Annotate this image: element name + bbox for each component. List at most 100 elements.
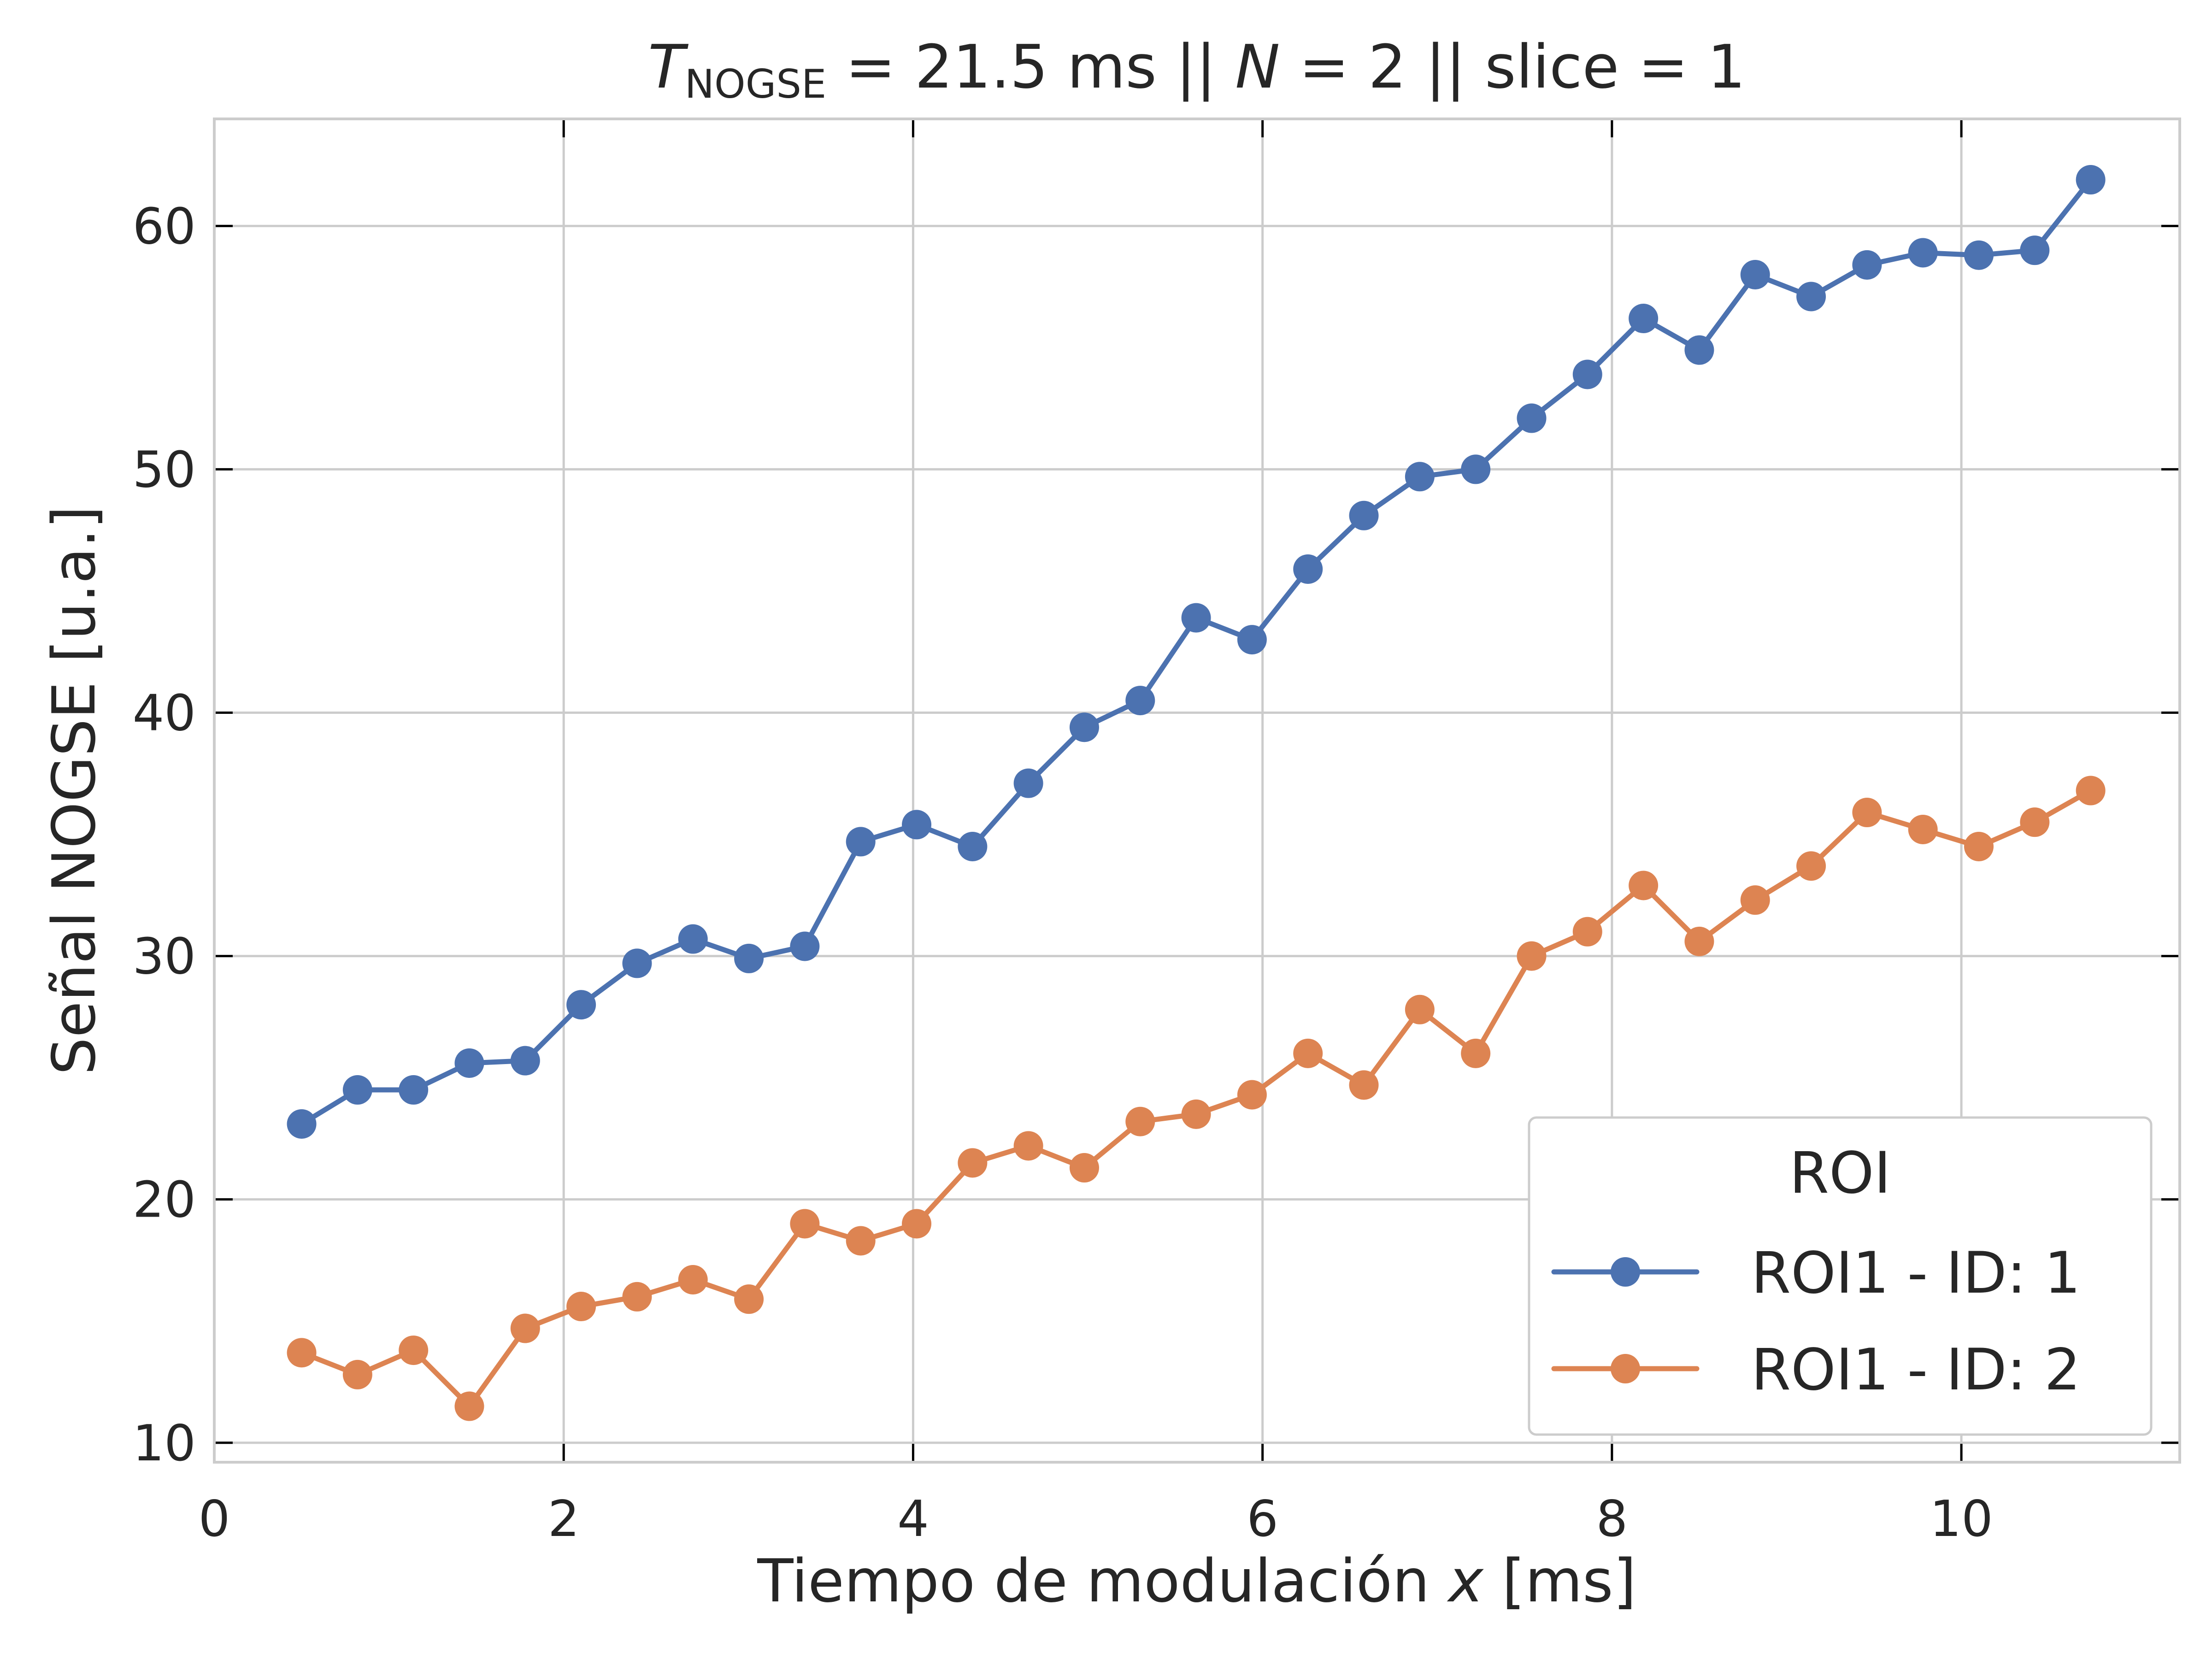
- series-1-point: [1461, 454, 1491, 484]
- series-1-point: [2076, 165, 2106, 195]
- series-2-point: [1237, 1080, 1267, 1110]
- series-1-point: [399, 1075, 429, 1105]
- series-2-point: [734, 1284, 764, 1314]
- series-1-point: [1349, 500, 1379, 530]
- legend-entry-2: ROI1 - ID: 2: [1551, 1337, 2081, 1403]
- y-tick-label: 50: [133, 441, 196, 499]
- x-tick-label: 6: [1247, 1490, 1278, 1548]
- series-1-point: [958, 831, 988, 861]
- series-2-point: [2076, 776, 2106, 806]
- series-2-point: [1796, 851, 1826, 881]
- title-t-subscript: NOGSE: [685, 61, 827, 107]
- series-1-point: [287, 1109, 317, 1139]
- series-2-point: [1405, 994, 1435, 1024]
- series-2-point: [902, 1209, 932, 1239]
- series-2-point: [566, 1292, 596, 1322]
- series-2-point: [1852, 798, 1882, 828]
- series-1-point: [902, 810, 932, 840]
- legend-marker-roi1-id2: [1611, 1354, 1640, 1383]
- x-tick-label: 0: [199, 1490, 230, 1548]
- series-1-point: [1852, 250, 1882, 280]
- series-2-point: [1461, 1038, 1491, 1068]
- series-2-point: [1181, 1099, 1211, 1129]
- series-1-point: [790, 931, 820, 961]
- series-2-point: [1572, 917, 1602, 947]
- y-axis-label: Señal NOGSE [u.a.]: [40, 506, 109, 1075]
- series-2-point: [1293, 1038, 1323, 1068]
- series-2-point: [1125, 1106, 1155, 1136]
- x-axis-label-unit: [ms]: [1483, 1547, 1636, 1616]
- legend-marker-roi1-id1: [1611, 1257, 1640, 1287]
- legend-label-roi1-id2: ROI1 - ID: 2: [1751, 1337, 2081, 1403]
- series-1-point: [1796, 282, 1826, 312]
- series-2-point: [1908, 814, 1938, 844]
- series-1-point: [734, 943, 764, 973]
- y-tick-label: 30: [133, 928, 196, 986]
- legend-title: ROI: [1789, 1140, 1891, 1206]
- series-1-point: [2020, 235, 2050, 265]
- series-1-point: [846, 827, 876, 857]
- title-part1: = 21.5 ms ||: [826, 32, 1235, 102]
- series-1-point: [342, 1075, 372, 1105]
- series-1: [287, 165, 2106, 1139]
- legend: ROI ROI1 - ID: 1 ROI1 - ID: 2: [1528, 1116, 2153, 1436]
- title-t-symbol: T: [648, 32, 688, 102]
- series-2-point: [958, 1148, 988, 1178]
- legend-label-roi1-id1: ROI1 - ID: 1: [1751, 1240, 2081, 1306]
- series-1-point: [1964, 240, 1994, 270]
- series-2-point: [678, 1265, 708, 1294]
- series-1-point: [1293, 554, 1323, 584]
- series-1-point: [1517, 403, 1547, 433]
- legend-entry-1: ROI1 - ID: 1: [1551, 1240, 2081, 1306]
- series-1-point: [1572, 359, 1602, 389]
- series-1-point: [1405, 462, 1435, 492]
- series-1-point: [510, 1046, 540, 1076]
- series-2-point: [1629, 871, 1659, 900]
- y-tick-label: 40: [133, 685, 196, 742]
- series-2-point: [1964, 831, 1994, 861]
- series-layer: [287, 165, 2106, 1421]
- chart-title: TNOGSE = 21.5 ms || N = 2 || slice = 1: [648, 32, 1745, 107]
- series-2-point: [846, 1226, 876, 1256]
- series-2-point: [399, 1335, 429, 1365]
- series-1-point: [1740, 259, 1770, 289]
- x-axis-label-var: x: [1447, 1547, 1484, 1616]
- y-tick-label: 60: [133, 198, 196, 255]
- series-1-point: [1069, 712, 1099, 742]
- series-2-point: [1013, 1131, 1043, 1161]
- series-1-point: [1237, 625, 1267, 655]
- x-tick-label: 8: [1596, 1490, 1628, 1548]
- series-2-point: [342, 1359, 372, 1389]
- series-2-point: [1684, 926, 1714, 956]
- title-part2: = 2 || slice = 1: [1280, 32, 1746, 102]
- series-1-point: [1125, 686, 1155, 716]
- series-1-point: [1181, 603, 1211, 633]
- series-1-point: [622, 948, 652, 978]
- series-2-point: [790, 1209, 820, 1239]
- series-2-point: [622, 1282, 652, 1312]
- series-1-point: [454, 1048, 484, 1078]
- series-2-point: [510, 1313, 540, 1343]
- y-tick-label: 10: [133, 1415, 196, 1472]
- x-axis-label: Tiempo de modulación x [ms]: [757, 1547, 1636, 1616]
- series-2: [287, 776, 2106, 1421]
- x-tick-label: 2: [548, 1490, 580, 1548]
- series-1-point: [1684, 335, 1714, 365]
- x-axis-label-text: Tiempo de modulación: [757, 1547, 1448, 1616]
- series-2-point: [1069, 1153, 1099, 1183]
- x-tick-label: 10: [1930, 1490, 1993, 1548]
- series-2-point: [1349, 1070, 1379, 1100]
- series-1-point: [1013, 768, 1043, 798]
- series-2-point: [454, 1391, 484, 1421]
- series-1-point: [678, 924, 708, 954]
- series-2-point: [1517, 941, 1547, 971]
- series-1-point: [1629, 304, 1659, 334]
- series-1-point: [566, 990, 596, 1020]
- x-tick-label: 4: [897, 1490, 929, 1548]
- series-2-point: [287, 1338, 317, 1368]
- plot-frame: [213, 118, 2181, 1464]
- series-2-point: [2020, 807, 2050, 837]
- title-n-symbol: N: [1235, 32, 1280, 102]
- tick-marks: [213, 119, 2180, 1462]
